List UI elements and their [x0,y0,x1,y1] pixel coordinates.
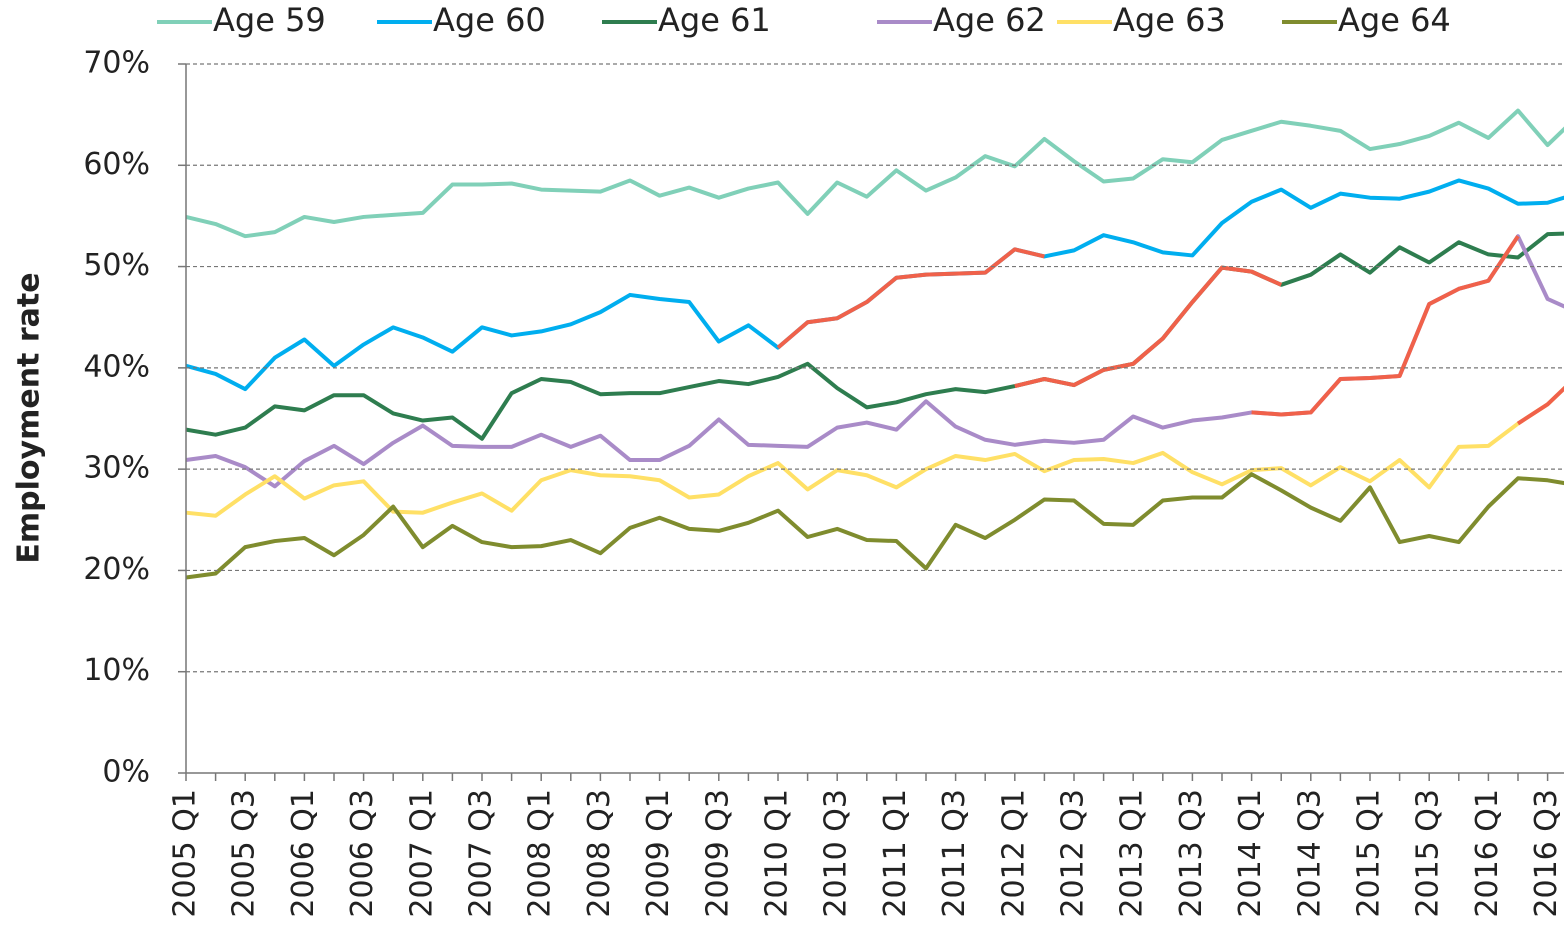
highlight-line [1251,235,1520,417]
legend-label: Age 59 [213,1,326,39]
x-tick-label: 2011 Q1 [878,789,913,918]
x-tick-label: 2005 Q1 [168,789,203,918]
series-line [185,108,1564,239]
x-tick-label: 2006 Q1 [286,789,321,918]
x-tick-label: 2005 Q3 [227,789,262,918]
legend-label: Age 62 [933,1,1046,39]
series-line [185,385,1564,518]
highlight-line [1516,385,1564,426]
series-line [185,231,1564,441]
legend-label: Age 63 [1113,1,1226,39]
x-tick-label: 2007 Q1 [404,789,439,918]
x-tick-label: 2010 Q3 [819,789,854,918]
x-tick-label: 2006 Q3 [345,789,380,918]
x-tick-label: 2015 Q1 [1352,789,1387,918]
legend-label: Age 61 [658,1,771,39]
x-tick-label: 2009 Q3 [700,789,735,918]
y-tick-label: 50% [83,248,150,283]
x-tick-label: 2009 Q1 [641,789,676,918]
y-tick-label: 30% [83,451,150,486]
x-tick-label: 2010 Q1 [760,789,795,918]
x-tick-label: 2016 Q1 [1470,789,1505,918]
x-tick-label: 2014 Q3 [1292,789,1327,918]
series-line [185,472,1564,580]
x-tick-label: 2011 Q3 [937,789,972,918]
legend-label: Age 64 [1338,1,1451,39]
highlight-line [1014,265,1283,389]
plot-area [185,108,1564,580]
y-tick-label: 10% [83,653,150,688]
x-tick-label: 2012 Q3 [1056,789,1091,918]
series-line [185,178,1564,392]
x-tick-label: 2013 Q3 [1174,789,1209,918]
series-line [185,234,1564,489]
x-tick-label: 2015 Q3 [1411,789,1446,918]
x-tick-label: 2014 Q1 [1233,789,1268,918]
y-tick-label: 60% [83,147,150,182]
y-tick-label: 20% [83,552,150,587]
x-tick-label: 2012 Q1 [996,789,1031,918]
x-tick-label: 2007 Q3 [464,789,499,918]
x-tick-label: 2008 Q3 [582,789,617,918]
y-axis-label: Employment rate [12,272,47,563]
y-tick-label: 0% [102,755,150,790]
highlight-line [776,247,1045,350]
x-tick-label: 2016 Q3 [1529,789,1564,918]
y-tick-label: 70% [83,46,150,81]
x-tick-label: 2008 Q1 [523,789,558,918]
y-tick-label: 40% [83,349,150,384]
legend-label: Age 60 [433,1,546,39]
x-tick-label: 2013 Q1 [1115,789,1150,918]
